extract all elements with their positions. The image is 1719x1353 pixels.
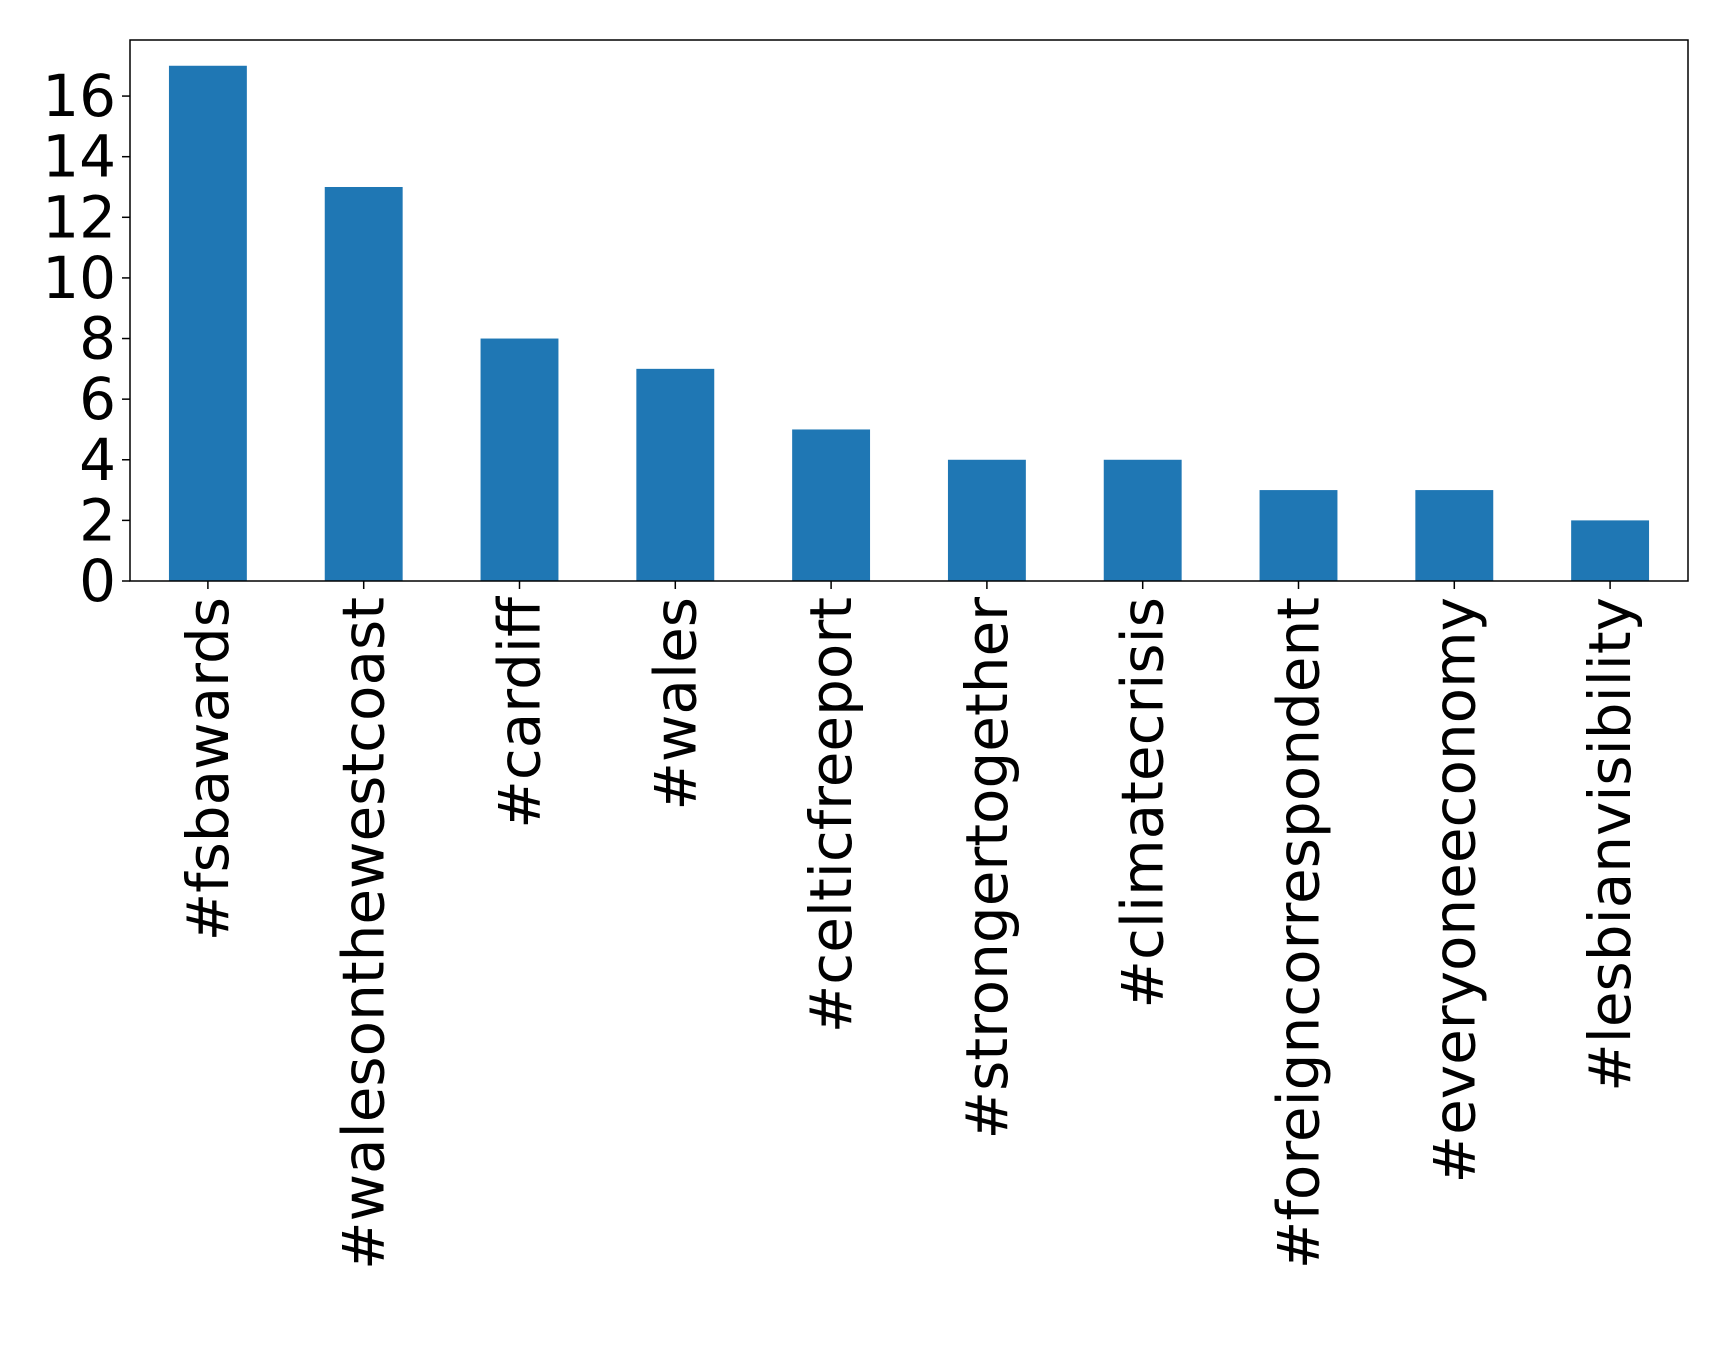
- x-tick-label: #foreigncorrespondent: [1265, 597, 1333, 1269]
- y-tick-label: 14: [42, 123, 116, 191]
- bar: [1103, 459, 1182, 581]
- y-tick-label: 12: [42, 183, 116, 251]
- bar: [480, 338, 559, 581]
- y-tick-label: 0: [79, 547, 116, 615]
- x-axis-ticks: #fsbawards #walesonthewestcoast #cardiff #w…: [174, 581, 1644, 1270]
- bar: [1571, 520, 1650, 581]
- y-tick-label: 10: [42, 244, 116, 312]
- y-tick-label: 16: [42, 62, 116, 130]
- x-tick-label: #strongertogether: [953, 597, 1021, 1140]
- bars-group: [168, 65, 1650, 582]
- x-tick-label: #lesbianvisibility: [1576, 597, 1644, 1092]
- bar: [168, 65, 247, 581]
- y-tick-label: 4: [79, 426, 116, 494]
- y-tick-label: 2: [79, 486, 116, 554]
- x-tick-label: #fsbawards: [174, 597, 242, 941]
- bar: [947, 459, 1026, 581]
- bar: [636, 368, 715, 581]
- y-tick-label: 8: [79, 305, 116, 373]
- bar: [792, 429, 871, 581]
- x-tick-label: #celticfreeport: [797, 597, 865, 1033]
- x-tick-label: #climatecrisis: [1109, 597, 1177, 1009]
- plot-area-frame: [129, 39, 1689, 582]
- bar: [324, 186, 403, 582]
- bar: [1259, 490, 1338, 581]
- y-tick-label: 6: [79, 365, 116, 433]
- x-tick-label: #cardiff: [486, 595, 554, 829]
- bar: [1415, 490, 1494, 581]
- x-tick-label: #everyoneeconomy: [1420, 597, 1488, 1184]
- x-tick-label: #walesonthewestcoast: [330, 597, 398, 1270]
- x-tick-label: #wales: [641, 597, 709, 811]
